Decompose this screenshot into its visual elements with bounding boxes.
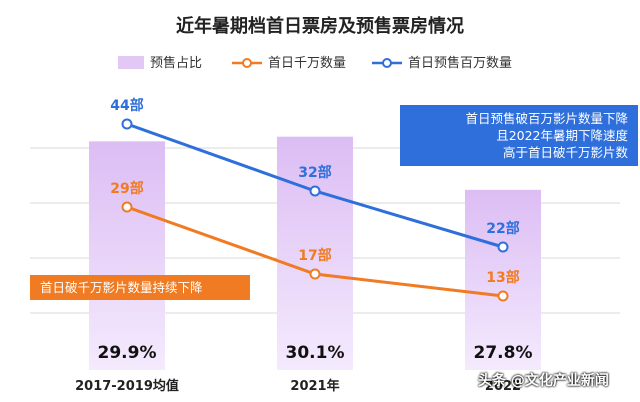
bar-series: [89, 136, 541, 370]
point-1-0: [121, 201, 133, 213]
legend: 预售占比 首日千万数量 首日预售百万数量: [118, 55, 512, 71]
point-1-1: [309, 268, 321, 280]
point-2-1: [309, 185, 321, 197]
point-2-2: [497, 241, 509, 253]
blue-callout-line-1: 首日预售破百万影片数量下降: [465, 111, 628, 126]
bar-label-2: 27.8%: [474, 343, 533, 363]
point-label-1-2: 13部: [486, 269, 519, 286]
blue-callout-line-2: 且2022年暑期下降速度: [496, 128, 628, 143]
legend-marker-orange: [242, 58, 252, 68]
point-1-2: [497, 290, 509, 302]
point-label-2-0: 44部: [110, 97, 143, 114]
category-label-1: 2021年: [290, 378, 339, 394]
point-label-1-1: 17部: [298, 247, 331, 264]
category-label-2: 2022: [485, 379, 521, 394]
chart-title: 近年暑期档首日票房及预售票房情况: [176, 15, 464, 37]
legend-swatch-bar: [118, 56, 144, 69]
legend-label-blue: 首日预售百万数量: [408, 55, 512, 71]
legend-label-orange: 首日千万数量: [268, 56, 346, 71]
data-labels: 29.9% 30.1% 27.8% 29部 17部 13部 44部 32部 22部: [98, 97, 533, 363]
bar-0: [89, 141, 165, 370]
legend-marker-blue: [382, 58, 392, 68]
bar-label-1: 30.1%: [286, 343, 345, 363]
bar-2: [465, 189, 541, 370]
point-label-2-1: 32部: [298, 164, 331, 181]
point-label-2-2: 22部: [486, 220, 519, 237]
blue-callout: 首日预售破百万影片数量下降 且2022年暑期下降速度 高于首日破千万影片数: [400, 105, 638, 166]
point-label-1-0: 29部: [110, 180, 143, 197]
blue-callout-line-3: 高于首日破千万影片数: [502, 145, 628, 160]
category-label-0: 2017-2019均值: [75, 378, 179, 394]
bar-label-0: 29.9%: [98, 343, 157, 363]
line-series: [121, 118, 509, 302]
bar-1: [277, 136, 353, 370]
legend-label-bar: 预售占比: [150, 55, 202, 71]
orange-callout: 首日破千万影片数量持续下降: [30, 275, 250, 300]
x-axis: 2017-2019均值 2021年 2022: [75, 378, 521, 394]
point-2-0: [121, 118, 133, 130]
watermark: 头条 @文化产业新闻: [478, 373, 609, 389]
